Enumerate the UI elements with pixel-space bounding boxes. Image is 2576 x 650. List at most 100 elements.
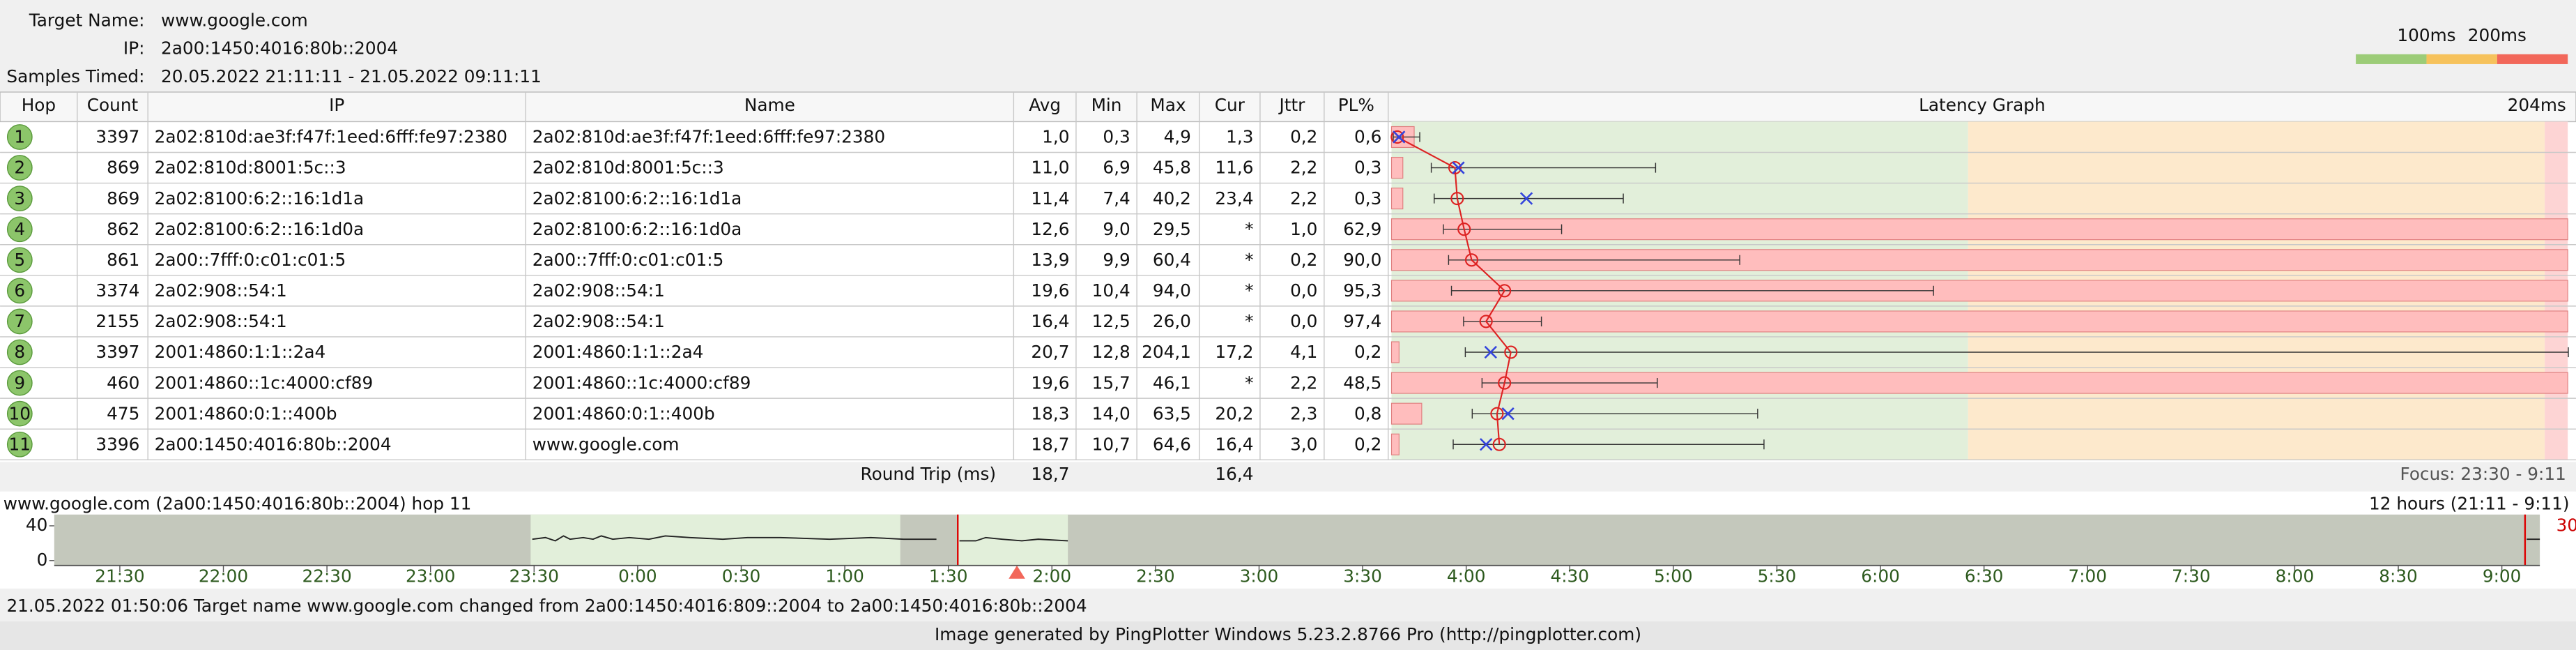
event-text: 21.05.2022 01:50:06 Target name www.goog… — [6, 596, 1087, 616]
x-tick-label: 23:00 — [406, 566, 455, 586]
x-tick-label: 2:00 — [1033, 566, 1072, 586]
column-header: Name — [744, 95, 795, 115]
cell: 13,9 — [1031, 250, 1069, 270]
cell: 862 — [107, 219, 139, 239]
hop-badge — [6, 155, 33, 181]
column-header: Min — [1091, 95, 1122, 115]
latency-zone — [1968, 183, 2545, 214]
avg-line — [1397, 136, 1512, 445]
x-tick-label: 4:00 — [1447, 566, 1486, 586]
cell: 2a02:908::54:1 — [532, 311, 665, 331]
cell: 15,7 — [1092, 372, 1130, 393]
cell: 0,3 — [1354, 158, 1381, 178]
cell: 2a00::7fff:0:c01:c01:5 — [155, 250, 346, 270]
x-tick-label: 9:00 — [2483, 566, 2522, 586]
x-tick-label: 1:30 — [929, 566, 968, 586]
loss-bar — [1390, 188, 1404, 210]
x-tick-label: 1:00 — [825, 566, 864, 586]
cell: 19,6 — [1031, 280, 1069, 301]
avg-marker — [1492, 437, 1506, 451]
cell: 2a02:908::54:1 — [155, 311, 287, 331]
cell: 3 — [14, 188, 25, 209]
column-header: IP — [329, 95, 344, 115]
cell: 2,3 — [1290, 403, 1317, 423]
cell: 861 — [107, 250, 139, 270]
x-tick-label: 2:30 — [1136, 566, 1175, 586]
cell: 2a02:810d:8001:5c::3 — [532, 158, 724, 178]
cell: 0,2 — [1354, 434, 1381, 454]
cell: 62,9 — [1343, 219, 1381, 239]
cell: 40,2 — [1153, 188, 1191, 209]
cell: 2,2 — [1290, 158, 1317, 178]
avg-marker — [1464, 253, 1479, 267]
cell: 4,1 — [1290, 342, 1317, 362]
cell: 2001:4860:1:1::2a4 — [155, 342, 326, 362]
cell: 18,7 — [1031, 434, 1069, 454]
cell: 2a02:8100:6:2::16:1d0a — [532, 219, 742, 239]
cell: 6,9 — [1103, 158, 1130, 178]
cur-marker — [1480, 438, 1493, 451]
cell: 2,2 — [1290, 372, 1317, 393]
cell: 46,1 — [1153, 372, 1191, 393]
field-label: Samples Timed: — [6, 66, 144, 86]
cur-marker — [1393, 130, 1406, 144]
column-header: Jttr — [1278, 95, 1305, 115]
loss-bar — [1390, 218, 2568, 241]
cur-marker — [1452, 161, 1465, 174]
avg-marker — [1498, 284, 1512, 298]
hop-badge — [6, 247, 33, 273]
legend-swatch — [2356, 54, 2427, 64]
cell: 1,3 — [1226, 127, 1253, 147]
field-value: 2a00:1450:4016:80b::2004 — [161, 38, 398, 59]
scale-label: 204ms — [2508, 95, 2566, 115]
x-tick-label: 8:30 — [2379, 566, 2418, 586]
latency-zone — [2545, 121, 2568, 153]
latency-zone — [2545, 152, 2568, 183]
round-trip-label: Round Trip (ms) — [861, 464, 996, 484]
avg-marker — [1448, 160, 1462, 175]
cell: 0,3 — [1103, 127, 1130, 147]
x-tick-label: 5:30 — [1758, 566, 1797, 586]
cell: 1,0 — [1042, 127, 1069, 147]
cell: 2a02:8100:6:2::16:1d1a — [532, 188, 742, 209]
x-tick-label: 5:00 — [1654, 566, 1693, 586]
cell: 3374 — [95, 280, 139, 301]
cell: 7,4 — [1103, 188, 1130, 209]
cell: 23,4 — [1215, 188, 1253, 209]
cell: 2001:4860:0:1::400b — [155, 403, 337, 423]
cell: 48,5 — [1343, 372, 1381, 393]
cell: 3397 — [95, 127, 139, 147]
cell: 12,6 — [1031, 219, 1069, 239]
x-tick-label: 0:00 — [618, 566, 657, 586]
cell: 2 — [14, 158, 25, 178]
cell: * — [1245, 280, 1253, 301]
cell: 0,2 — [1290, 250, 1317, 270]
cell: 7 — [14, 311, 25, 331]
cell: 12,5 — [1092, 311, 1130, 331]
cell: 2a02:8100:6:2::16:1d1a — [155, 188, 365, 209]
cell: 16,4 — [1031, 311, 1069, 331]
x-tick-label: 3:30 — [1343, 566, 1382, 586]
hop-badge — [6, 400, 33, 427]
loss-bar — [1390, 402, 1423, 425]
field-value: 20.05.2022 21:11:11 - 21.05.2022 09:11:1… — [161, 66, 542, 86]
cell: 11,4 — [1031, 188, 1069, 209]
cell: 4 — [14, 219, 25, 239]
cell: 64,6 — [1153, 434, 1191, 454]
cell: 17,2 — [1215, 342, 1253, 362]
cell: 8 — [14, 342, 25, 362]
cell: 14,0 — [1092, 403, 1130, 423]
latency-zone — [1968, 429, 2545, 460]
cell: 0,2 — [1290, 127, 1317, 147]
cell: 1,0 — [1290, 219, 1317, 239]
latency-zone — [2545, 398, 2568, 430]
cell: 26,0 — [1153, 311, 1191, 331]
cell: 2001:4860:0:1::400b — [532, 403, 715, 423]
cell: 11 — [9, 434, 31, 454]
cell: 869 — [107, 158, 139, 178]
field-label: IP: — [123, 38, 145, 59]
cell: 9,9 — [1103, 250, 1130, 270]
cell: 2a02:810d:8001:5c::3 — [155, 158, 346, 178]
cell: 2,2 — [1290, 188, 1317, 209]
cell: 0,8 — [1354, 403, 1381, 423]
